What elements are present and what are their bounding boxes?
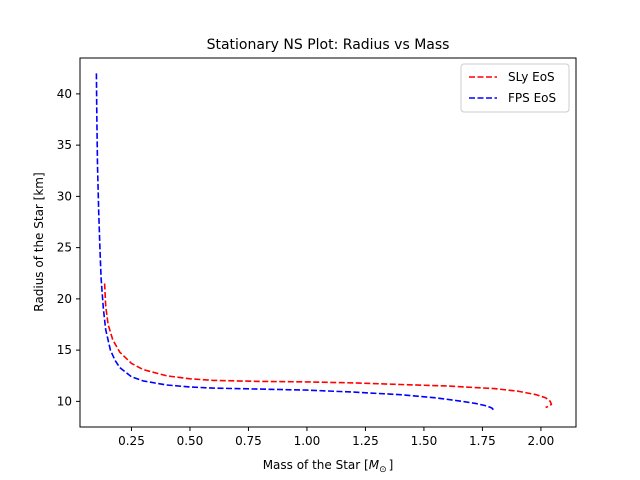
series-line-fps (95, 73, 494, 411)
x-axis-label-text: Mass of the Star [ (263, 458, 369, 472)
legend-items: SLy EoS FPS EoS (469, 70, 556, 105)
x-tick-label: 0.25 (118, 434, 145, 448)
x-tick-label: 1.75 (469, 434, 496, 448)
y-tick-label: 35 (57, 138, 72, 152)
y-tick-label: 30 (57, 189, 72, 203)
y-axis: 10 15 20 25 30 35 40 (57, 87, 80, 408)
x-tick-label: 0.50 (177, 434, 204, 448)
plot-frame (79, 57, 577, 428)
x-tick-label: 2.00 (528, 434, 555, 448)
x-axis-label-symbol: M (369, 458, 380, 472)
y-tick-label: 10 (57, 394, 72, 408)
x-tick-label: 1.00 (294, 434, 321, 448)
series-line-sly (103, 283, 553, 409)
legend-box (460, 63, 570, 113)
x-axis-label-suffix: ] (389, 458, 394, 472)
y-axis-label: Radius of the Star [km] (32, 172, 46, 311)
legend-label: SLy EoS (508, 70, 555, 84)
y-tick-label: 15 (57, 343, 72, 357)
legend-label: FPS EoS (508, 91, 556, 105)
y-tick-label: 20 (57, 292, 72, 306)
y-tick-label: 25 (57, 241, 72, 255)
x-tick-label: 1.50 (411, 434, 438, 448)
series-layer (95, 73, 553, 411)
y-tick-label: 40 (57, 87, 72, 101)
x-axis-label: Mass of the Star [M⊙] (263, 458, 394, 475)
legend: SLy EoS FPS EoS (460, 63, 570, 113)
x-tick-label: 1.25 (352, 434, 379, 448)
chart-title: Stationary NS Plot: Radius vs Mass (207, 37, 450, 53)
x-axis-label-subscript: ⊙ (379, 465, 387, 475)
x-tick-label: 0.75 (235, 434, 262, 448)
x-axis: 0.25 0.50 0.75 1.00 1.25 1.50 1.75 2.00 (118, 427, 554, 448)
